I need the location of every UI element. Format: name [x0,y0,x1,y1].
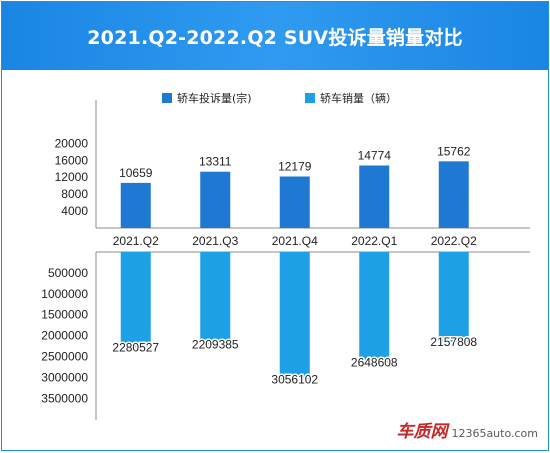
legend-label-complaints: 轿车投诉量(宗) [177,91,252,105]
complaint-bar [279,176,310,228]
bottom-tick-label: 2000000 [41,329,88,343]
complaint-value-label: 15762 [437,144,471,158]
complaint-value-label: 13311 [199,155,232,169]
sales-bar [359,252,390,363]
sales-value-label: 2209385 [192,337,239,351]
legend-swatch-sales [305,93,315,103]
bottom-tick-label: 500000 [48,266,88,280]
complaint-bar [200,171,231,228]
complaints-panel: 10659 13311 12179 14774 15762 [119,144,471,228]
bottom-tick-label: 3000000 [41,370,88,384]
sales-bar [120,252,151,348]
top-tick-label: 4000 [61,204,88,218]
complaint-value-label: 10659 [119,166,153,180]
axes: 4000 8000 12000 16000 20000 500000 1000000 1500… [41,100,530,420]
chart-title: 2021.Q2-2022.Q2 SUV投诉量销量对比 [87,26,463,49]
sales-bar [438,252,469,343]
sales-value-label: 2280527 [112,340,159,354]
sales-value-label: 3056102 [271,373,318,387]
sales-value-label: 2648608 [351,356,398,370]
bottom-tick-label: 1500000 [41,308,88,322]
sales-bar [279,252,310,380]
watermark-logo: 车质网 [396,422,448,442]
sales-bar [200,252,231,345]
bottom-tick-label: 1000000 [41,287,88,301]
category-label: 2021.Q2 [113,234,159,248]
complaint-bar [120,182,151,228]
sales-panel: 2280527 2209385 3056102 2648608 2157808 [111,252,479,388]
top-tick-label: 16000 [55,153,89,167]
complaint-bar [438,161,469,228]
complaint-value-label: 14774 [358,149,392,163]
category-label: 2022.Q1 [351,234,397,248]
top-tick-label: 8000 [61,187,88,201]
legend-swatch-complaints [162,93,172,103]
legend: 轿车投诉量(宗) 轿车销量（辆） [162,91,397,105]
legend-label-sales: 轿车销量（辆） [320,91,397,105]
sales-value-label: 2157808 [430,335,477,349]
top-tick-label: 20000 [55,136,89,150]
complaint-value-label: 12179 [278,159,312,173]
title-bar: 2021.Q2-2022.Q2 SUV投诉量销量对比 [2,2,548,70]
complaint-bar [359,165,390,228]
category-label: 2022.Q2 [431,234,477,248]
category-label: 2021.Q4 [272,234,318,248]
watermark: 车质网 12365auto.com [396,417,538,442]
bottom-tick-label: 3500000 [41,391,88,405]
bottom-tick-label: 2500000 [41,350,88,364]
category-label: 2021.Q3 [192,234,238,248]
watermark-site: 12365auto.com [451,427,538,440]
top-tick-label: 12000 [55,170,89,184]
